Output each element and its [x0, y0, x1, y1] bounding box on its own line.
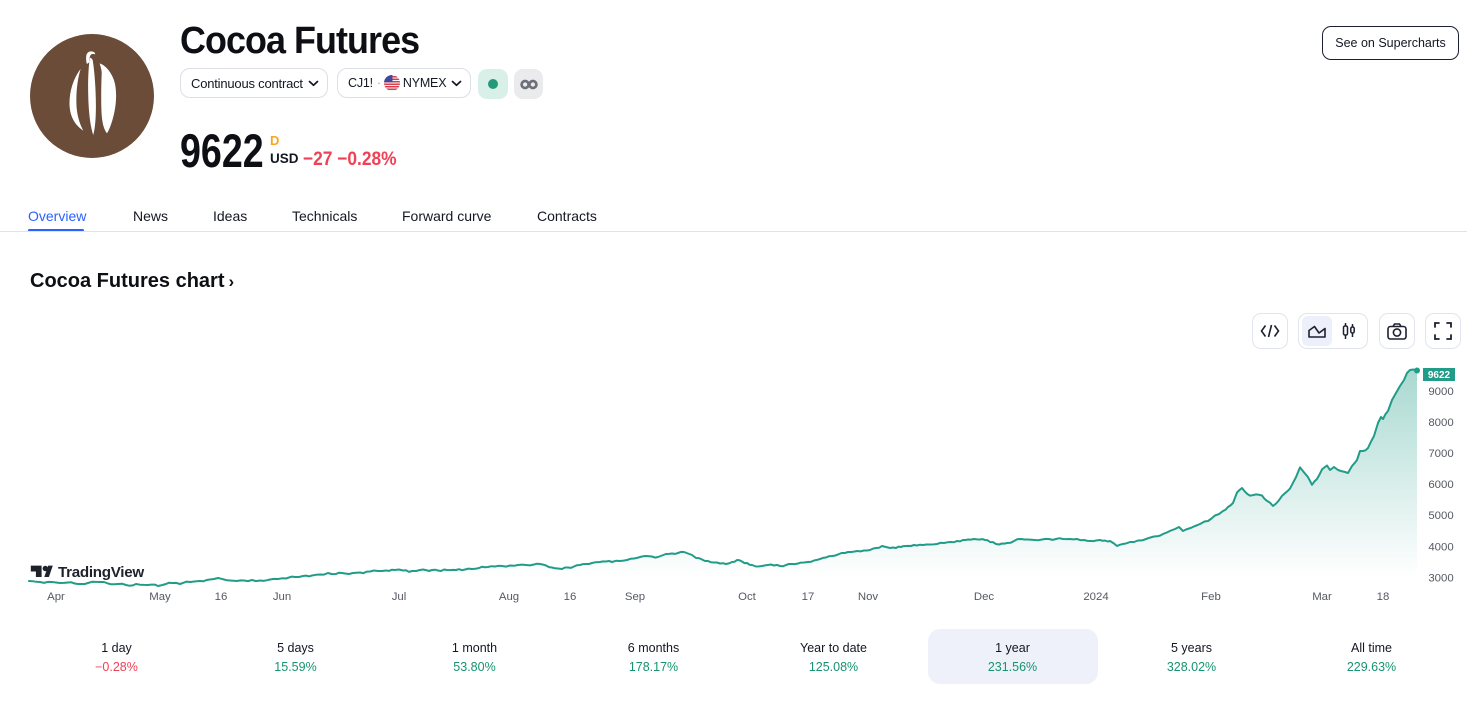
svg-text:16: 16 — [564, 591, 577, 603]
svg-text:Jun: Jun — [273, 591, 291, 603]
svg-text:9622: 9622 — [1428, 370, 1451, 381]
svg-text:Jul: Jul — [392, 591, 407, 603]
svg-text:Feb: Feb — [1201, 591, 1221, 603]
svg-text:TradingView: TradingView — [58, 564, 144, 581]
svg-text:May: May — [149, 591, 171, 603]
svg-text:Apr: Apr — [47, 591, 65, 603]
svg-text:Oct: Oct — [738, 591, 757, 603]
svg-text:9000: 9000 — [1428, 386, 1453, 398]
svg-text:Aug: Aug — [499, 591, 519, 603]
svg-text:17: 17 — [802, 591, 815, 603]
svg-text:7000: 7000 — [1428, 448, 1453, 460]
svg-text:Dec: Dec — [974, 591, 995, 603]
svg-text:Nov: Nov — [858, 591, 879, 603]
svg-text:Sep: Sep — [625, 591, 645, 603]
svg-text:2024: 2024 — [1083, 591, 1108, 603]
svg-text:8000: 8000 — [1428, 417, 1453, 429]
svg-text:18: 18 — [1377, 591, 1390, 603]
svg-text:6000: 6000 — [1428, 479, 1453, 491]
svg-text:4000: 4000 — [1428, 541, 1453, 553]
svg-text:16: 16 — [215, 591, 228, 603]
svg-text:5000: 5000 — [1428, 510, 1453, 522]
svg-text:Mar: Mar — [1312, 591, 1332, 603]
svg-text:3000: 3000 — [1428, 572, 1453, 584]
